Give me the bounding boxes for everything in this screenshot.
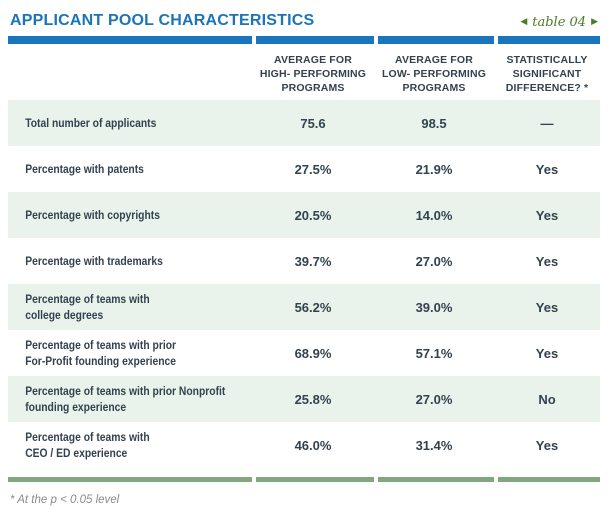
table-nav: ◀ table 04 ▶ [520,15,600,30]
rule-segment [8,477,252,482]
value-low: 31.4% [415,437,453,453]
row-label: Total number of applicants [25,115,157,130]
table-row: Percentage with copyrights 20.5% 14.0% Y… [8,192,600,238]
value-significant: Yes [535,437,559,453]
rule-segment [378,36,494,44]
value-significant: Yes [535,161,559,177]
value-high: 25.8% [294,391,332,407]
row-label: Percentage of teams with prior For-Profi… [25,337,177,368]
value-low: 27.0% [415,253,453,269]
rule-segment [378,477,494,482]
table-header-bar: APPLICANT POOL CHARACTERISTICS ◀ table 0… [8,8,600,36]
value-significant: Yes [535,253,559,269]
rule-segment [256,477,374,482]
next-table-icon[interactable]: ▶ [591,17,598,27]
value-significant: Yes [535,207,559,223]
row-label: Percentage of teams with college degrees [25,291,150,322]
row-label: Percentage with patents [25,161,144,176]
page-title: APPLICANT POOL CHARACTERISTICS [10,12,315,29]
column-header-high-performing: AVERAGE FOR HIGH- PERFORMING PROGRAMS [259,54,367,95]
value-low: 14.0% [415,207,453,223]
value-low: 21.9% [415,161,453,177]
column-header-row: AVERAGE FOR HIGH- PERFORMING PROGRAMS AV… [8,44,600,100]
table-row: Percentage with patents 27.5% 21.9% Yes [8,146,600,192]
value-high: 56.2% [294,299,332,315]
column-header-significance: STATISTICALLY SIGNIFICANT DIFFERENCE? * [505,54,589,95]
bottom-rule [8,477,600,482]
value-high: 27.5% [294,161,332,177]
rule-segment [498,477,600,482]
value-significant: Yes [535,299,559,315]
table-number-label: table 04 [532,15,587,30]
value-significant: Yes [535,345,559,361]
table-row: Percentage of teams with prior Nonprofit… [8,376,600,422]
column-header-low-performing: AVERAGE FOR LOW- PERFORMING PROGRAMS [381,54,487,95]
rule-segment [498,36,600,44]
table-row: Percentage of teams with CEO / ED experi… [8,422,600,468]
footnote: * At the p < 0.05 level [10,494,120,506]
table-row: Total number of applicants 75.6 98.5 — [8,100,600,146]
value-low: 39.0% [415,299,453,315]
table-row: Percentage of teams with prior For-Profi… [8,330,600,376]
table-row: Percentage with trademarks 39.7% 27.0% Y… [8,238,600,284]
rule-segment [256,36,374,44]
row-label: Percentage with copyrights [25,207,160,222]
row-label: Percentage of teams with prior Nonprofit… [25,383,226,414]
table-row: Percentage of teams with college degrees… [8,284,600,330]
value-significant: No [538,391,556,407]
row-label: Percentage with trademarks [25,253,163,268]
value-significant: — [540,115,554,131]
value-high: 75.6 [300,115,326,131]
value-high: 68.9% [294,345,332,361]
value-high: 39.7% [294,253,332,269]
value-low: 98.5 [421,115,447,131]
value-low: 27.0% [415,391,453,407]
value-high: 46.0% [294,437,332,453]
prev-table-icon[interactable]: ◀ [520,17,528,27]
top-rule [8,36,600,44]
value-high: 20.5% [294,207,332,223]
table-body: Total number of applicants 75.6 98.5 — P… [8,100,600,468]
value-low: 57.1% [415,345,453,361]
row-label: Percentage of teams with CEO / ED experi… [25,429,150,460]
rule-segment [8,36,252,44]
